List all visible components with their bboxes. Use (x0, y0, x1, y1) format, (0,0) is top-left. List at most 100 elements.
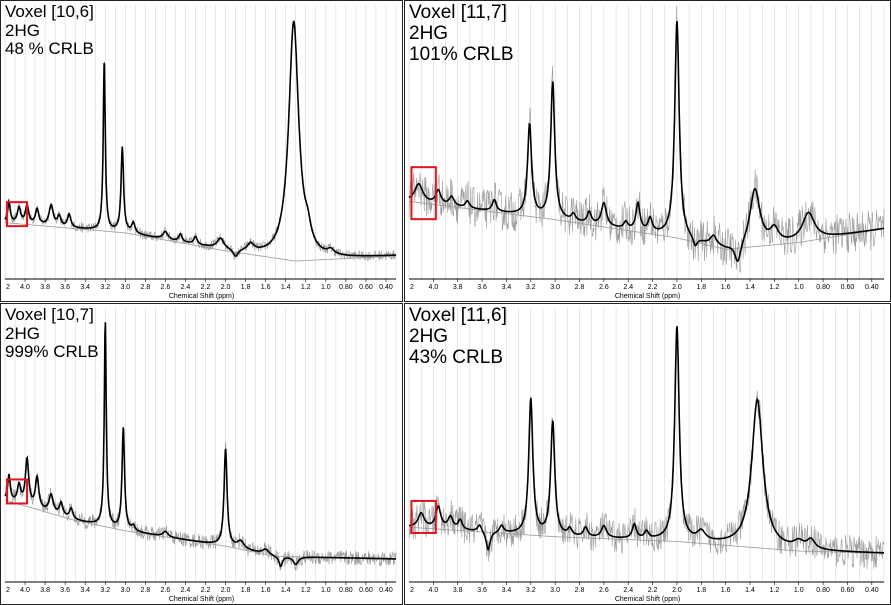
x-tick-label: 0.60 (359, 587, 373, 594)
x-tick-label: 1.0 (794, 284, 804, 291)
spectrum-chart: 2 4.0 3.8 3.6 3.4 3.2 3.0 2.8 2.6 2.4 2.2 2.0 1.8 1.6… (4, 5, 397, 291)
voxel-title: Voxel [10,6] (5, 2, 94, 21)
x-tick-label: 3.2 (100, 587, 110, 594)
x-tick-label: 2.6 (161, 284, 171, 291)
fit-curve (4, 20, 396, 257)
x-tick-label: 3.8 (453, 587, 463, 594)
x-tick-label: 2.6 (599, 587, 609, 594)
x-tick-label: 1.4 (281, 587, 291, 594)
crlb-value: 48 % CRLB (5, 39, 94, 59)
grid-lines (408, 308, 885, 582)
x-tick-label: 3.4 (80, 587, 90, 594)
x-tick-label: 1.2 (301, 587, 311, 594)
x-tick-label: 3.0 (550, 284, 560, 291)
x-tick-labels: 2 4.0 3.8 3.6 3.4 3.2 3.0 2.8 2.6 2.4 2.2 2.0 1.8 1.6… (6, 279, 393, 291)
x-tick-label: 2.2 (648, 284, 658, 291)
spectrum-chart: 2 4.0 3.8 3.6 3.4 3.2 3.0 2.8 2.6 2.4 2.2 2.0 1.8 1.6… (408, 5, 885, 291)
x-tick-label: 2.0 (672, 284, 682, 291)
voxel-label: Voxel [11,6] 2HG 43% CRLB (409, 305, 507, 369)
x-tick-label: 3.6 (477, 587, 487, 594)
x-tick-label: 4.0 (20, 284, 30, 291)
x-tick-label: 0.60 (359, 284, 373, 291)
spectrum-chart: 2 4.0 3.8 3.6 3.4 3.2 3.0 2.8 2.6 2.4 2.2 2.0 1.8 1.6… (408, 308, 885, 594)
metabolite-name: 2HG (409, 22, 449, 44)
x-tick-label: 3.4 (502, 284, 512, 291)
x-tick-label: 1.8 (241, 284, 251, 291)
x-tick-label: 3.8 (453, 284, 463, 291)
crlb-value: 999% CRLB (5, 342, 99, 362)
x-tick-label: 0.60 (841, 587, 855, 594)
x-tick-label: 2.0 (672, 587, 682, 594)
x-tick-label: 3.0 (120, 587, 130, 594)
x-tick-label: 1.0 (794, 587, 804, 594)
x-tick-label: 3.6 (60, 284, 70, 291)
x-tick-label: 3.0 (550, 587, 560, 594)
x-tick-label: 2.6 (161, 587, 171, 594)
x-tick-label: 1.0 (321, 587, 331, 594)
voxel-label: Voxel [10,7] 2HG 999% CRLB (5, 305, 99, 362)
x-tick-label: 0.60 (841, 284, 855, 291)
x-tick-label: 2.2 (201, 284, 211, 291)
x-tick-label: 2.6 (599, 284, 609, 291)
x-axis-label: Chemical Shift (ppm) (614, 293, 681, 300)
spectrum-panel-voxel-10-6: 2 4.0 3.8 3.6 3.4 3.2 3.0 2.8 2.6 2.4 2.2 2.0 1.8 1.6… (0, 0, 403, 302)
x-tick-label: 2.4 (623, 587, 633, 594)
x-tick-label: 1.6 (721, 587, 731, 594)
x-tick-label: 2.4 (181, 587, 191, 594)
metabolite-name: 2HG (5, 20, 40, 40)
crlb-value: 101% CRLB (409, 43, 514, 65)
x-tick-label: 4.0 (428, 284, 438, 291)
raw-spectrum (408, 328, 885, 569)
x-tick-label: 0.40 (865, 587, 879, 594)
spectrum-panel-voxel-11-6: 2 4.0 3.8 3.6 3.4 3.2 3.0 2.8 2.6 2.4 2.2 2.0 1.8 1.6… (404, 303, 891, 605)
x-tick-label: 2.0 (221, 284, 231, 291)
x-tick-label: 1.6 (721, 284, 731, 291)
x-tick-label: 1.2 (301, 284, 311, 291)
x-axis-label: Chemical Shift (ppm) (168, 596, 235, 603)
voxel-title: Voxel [11,7] (409, 2, 507, 23)
x-tick-label: 3.8 (40, 587, 50, 594)
grid-lines (4, 308, 397, 582)
x-tick-label: 4.0 (428, 587, 438, 594)
fit-curve (408, 20, 885, 262)
baseline-curve (5, 222, 396, 262)
x-tick-label: 2.8 (575, 284, 585, 291)
raw-spectrum (4, 328, 397, 571)
x-tick-label: 1.8 (696, 284, 706, 291)
x-tick-label: 2.4 (623, 284, 633, 291)
highlight-box (410, 499, 437, 534)
x-tick-label: 2 (6, 587, 10, 594)
x-tick-label: 3.2 (526, 284, 536, 291)
grid-lines (4, 5, 397, 279)
x-tick-label: 1.6 (261, 587, 271, 594)
x-tick-label: 1.4 (281, 284, 291, 291)
x-tick-label: 0.80 (816, 284, 830, 291)
voxel-label: Voxel [11,7] 2HG 101% CRLB (409, 2, 514, 66)
x-tick-label: 2.4 (181, 284, 191, 291)
x-tick-label: 0.80 (339, 284, 353, 291)
x-tick-label: 2.8 (140, 284, 150, 291)
spectrum-panel-voxel-10-7: 2 4.0 3.8 3.6 3.4 3.2 3.0 2.8 2.6 2.4 2.2 2.0 1.8 1.6… (0, 303, 403, 605)
x-tick-label: 3.8 (40, 284, 50, 291)
x-tick-label: 3.2 (100, 284, 110, 291)
x-tick-label: 3.6 (477, 284, 487, 291)
x-tick-label: 2 (410, 284, 414, 291)
voxel-title: Voxel [10,7] (5, 305, 94, 324)
x-tick-label: 2.8 (575, 587, 585, 594)
x-axis-label: Chemical Shift (ppm) (168, 293, 235, 300)
x-tick-label: 3.2 (526, 587, 536, 594)
x-tick-label: 2 (6, 284, 10, 291)
spectrum-panel-voxel-11-7: 2 4.0 3.8 3.6 3.4 3.2 3.0 2.8 2.6 2.4 2.2 2.0 1.8 1.6… (404, 0, 891, 302)
x-tick-label: 2.0 (221, 587, 231, 594)
highlight-box (410, 166, 437, 221)
metabolite-name: 2HG (5, 323, 40, 343)
x-tick-label: 3.4 (502, 587, 512, 594)
x-tick-label: 3.6 (60, 587, 70, 594)
x-tick-labels: 2 4.0 3.8 3.6 3.4 3.2 3.0 2.8 2.6 2.4 2.2 2.0 1.8 1.6… (410, 582, 879, 594)
x-tick-label: 2.2 (648, 587, 658, 594)
x-tick-label: 0.40 (865, 284, 879, 291)
spectrum-chart: 2 4.0 3.8 3.6 3.4 3.2 3.0 2.8 2.6 2.4 2.2 2.0 1.8 1.6… (4, 308, 397, 594)
x-tick-label: 2.8 (140, 587, 150, 594)
x-tick-label: 1.4 (745, 284, 755, 291)
x-tick-label: 0.40 (379, 284, 393, 291)
